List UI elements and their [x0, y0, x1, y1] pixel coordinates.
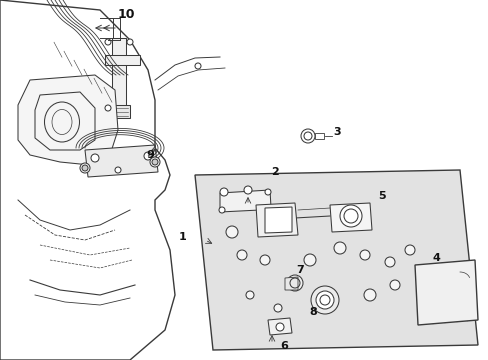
Circle shape: [260, 255, 269, 265]
Text: 1: 1: [179, 232, 186, 242]
Circle shape: [244, 186, 251, 194]
Text: 9: 9: [146, 150, 154, 160]
Circle shape: [333, 242, 346, 254]
Polygon shape: [85, 145, 158, 177]
Text: 3: 3: [332, 127, 340, 137]
Text: 5: 5: [377, 191, 385, 201]
Circle shape: [339, 205, 361, 227]
Text: 8: 8: [308, 307, 316, 317]
Circle shape: [384, 257, 394, 267]
Polygon shape: [220, 190, 271, 226]
Polygon shape: [256, 203, 297, 237]
Text: 6: 6: [280, 341, 287, 351]
Circle shape: [286, 275, 303, 291]
Circle shape: [301, 129, 314, 143]
Circle shape: [152, 159, 158, 165]
Polygon shape: [264, 207, 291, 233]
Circle shape: [315, 291, 333, 309]
Circle shape: [220, 188, 227, 196]
Polygon shape: [329, 203, 371, 232]
Circle shape: [363, 289, 375, 301]
Circle shape: [264, 189, 270, 195]
Circle shape: [245, 291, 253, 299]
Polygon shape: [0, 0, 175, 360]
Polygon shape: [18, 75, 118, 165]
Polygon shape: [414, 260, 477, 325]
Circle shape: [105, 105, 111, 111]
Circle shape: [143, 152, 152, 160]
Polygon shape: [110, 105, 130, 118]
Circle shape: [82, 165, 88, 171]
Circle shape: [105, 39, 111, 45]
Circle shape: [389, 280, 399, 290]
Circle shape: [237, 250, 246, 260]
Polygon shape: [285, 277, 297, 290]
Circle shape: [273, 304, 282, 312]
Circle shape: [219, 207, 224, 213]
Polygon shape: [105, 55, 140, 65]
Polygon shape: [267, 318, 291, 335]
Circle shape: [275, 323, 284, 331]
Polygon shape: [112, 38, 126, 110]
Circle shape: [127, 39, 133, 45]
Circle shape: [304, 254, 315, 266]
Circle shape: [404, 245, 414, 255]
Polygon shape: [195, 170, 477, 350]
Circle shape: [115, 167, 121, 173]
Circle shape: [310, 286, 338, 314]
Text: 2: 2: [270, 167, 278, 177]
Circle shape: [359, 250, 369, 260]
Text: 4: 4: [431, 253, 439, 263]
Circle shape: [150, 157, 160, 167]
Text: 7: 7: [296, 265, 303, 275]
Text: 10: 10: [117, 8, 135, 21]
Circle shape: [91, 154, 99, 162]
Circle shape: [225, 226, 238, 238]
Circle shape: [80, 163, 90, 173]
Polygon shape: [314, 133, 324, 139]
